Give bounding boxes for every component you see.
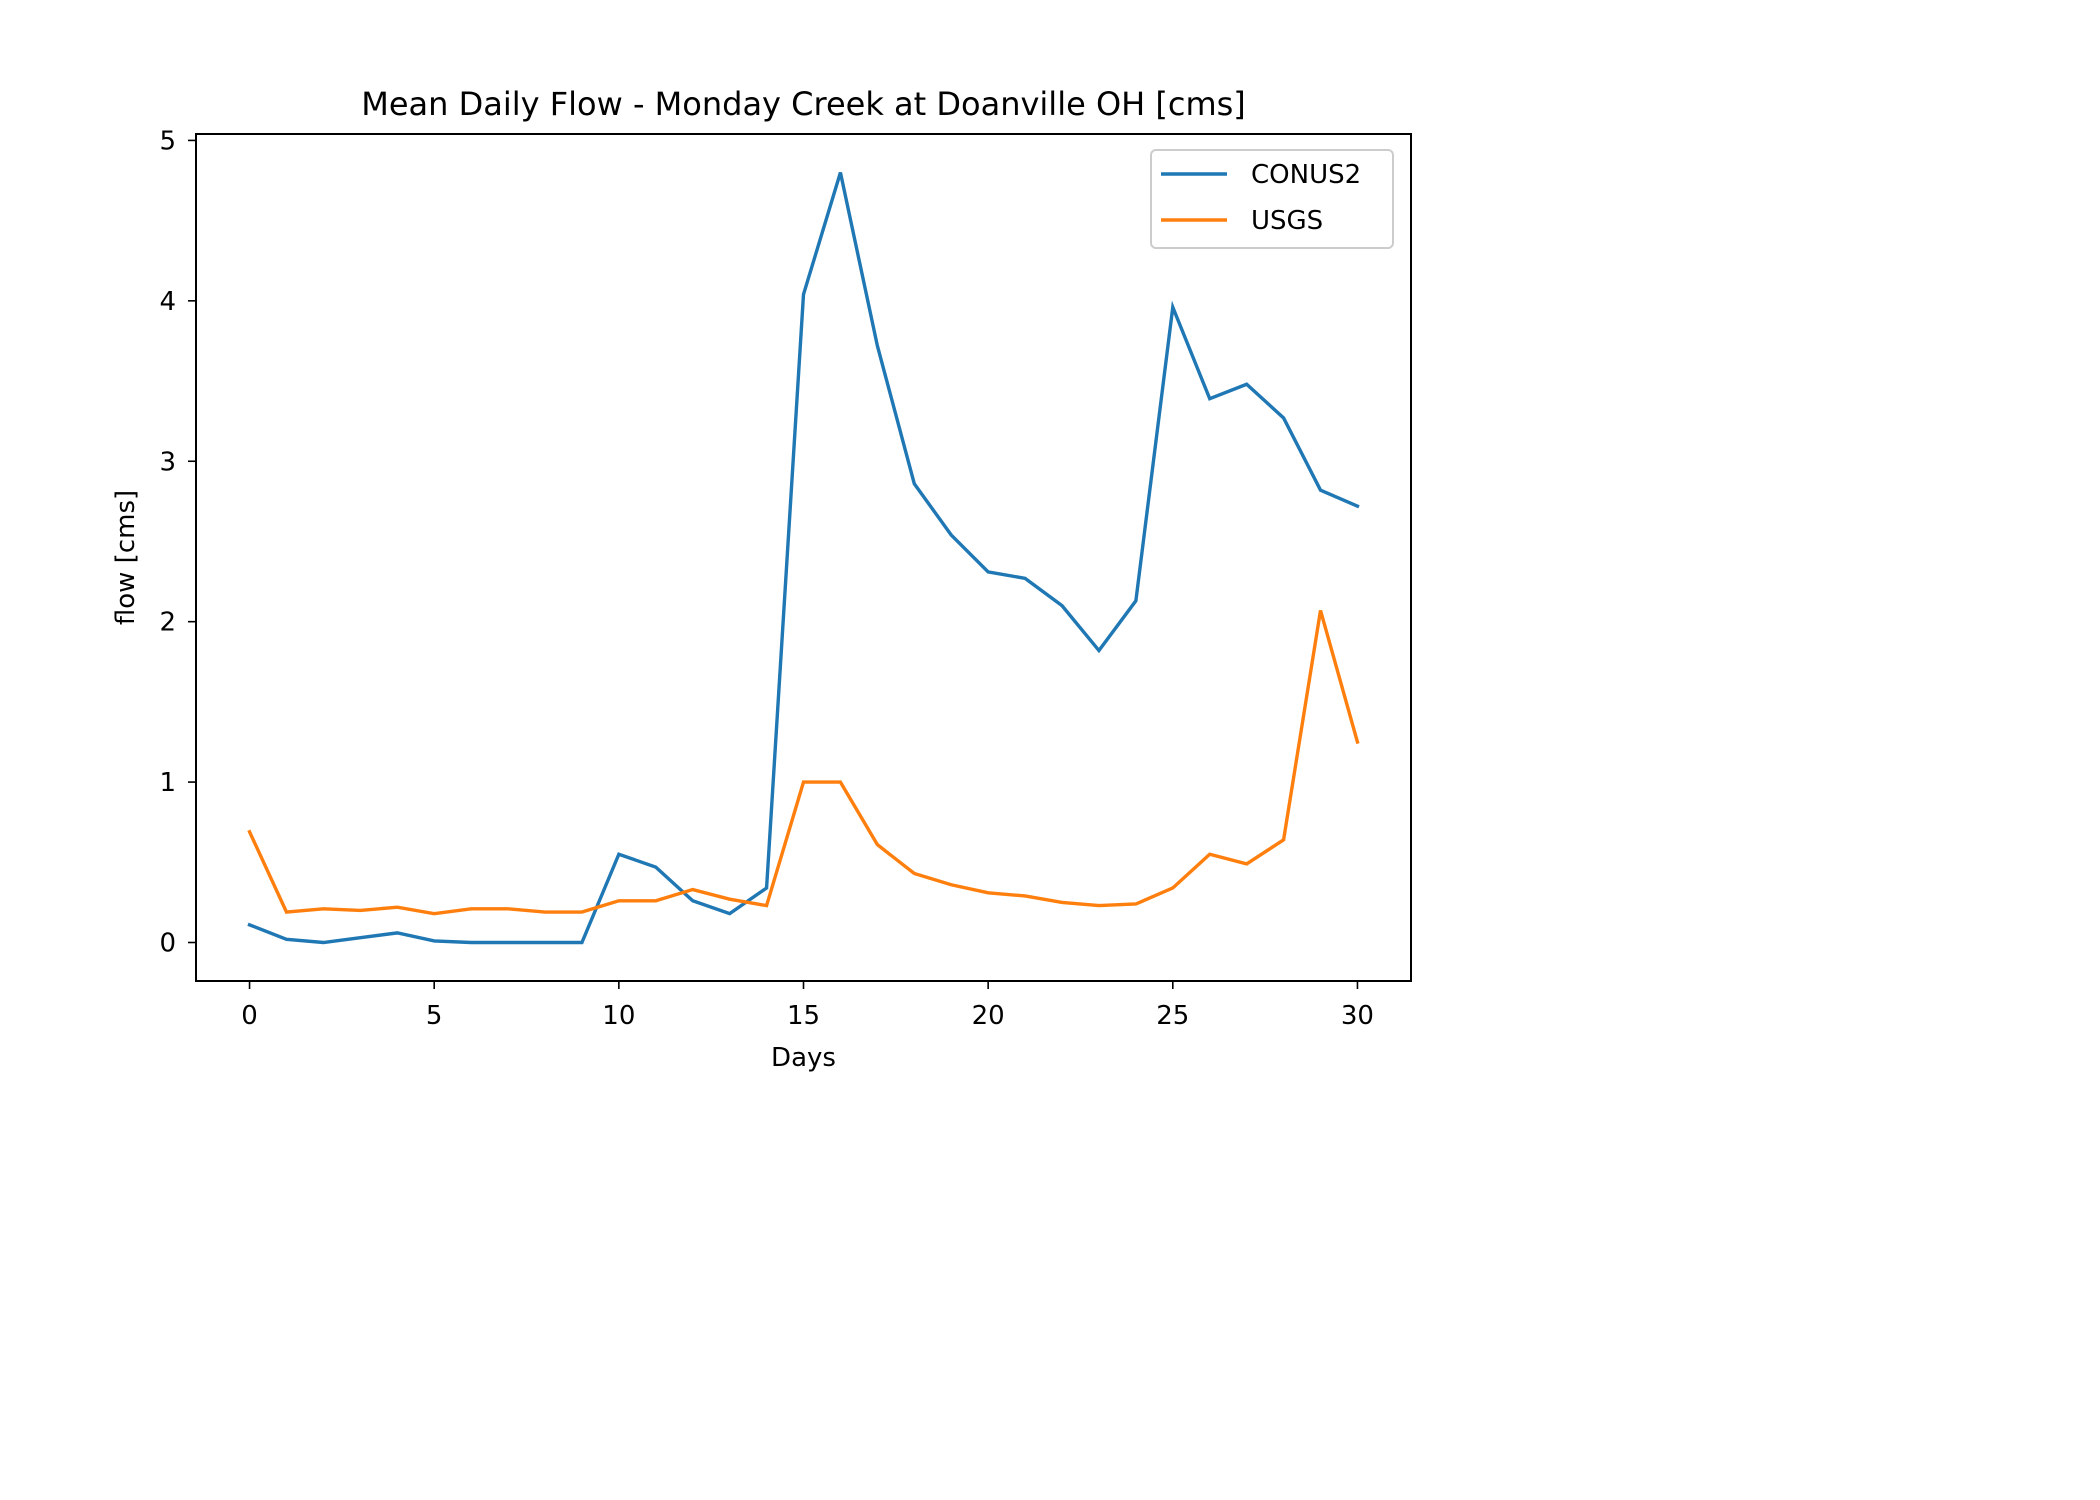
legend-label-usgs: USGS (1251, 206, 1323, 236)
y-axis-ticks: 0 1 2 3 4 5 (159, 126, 196, 959)
chart-title: Mean Daily Flow - Monday Creek at Doanvi… (361, 85, 1246, 123)
x-axis-ticks: 0 5 10 15 20 25 30 (241, 981, 1374, 1031)
x-tick-label: 30 (1341, 1001, 1374, 1031)
legend: CONUS2 USGS (1150, 149, 1394, 249)
x-tick-label: 0 (241, 1001, 258, 1031)
y-tick-label: 1 (159, 768, 176, 798)
y-tick-label: 3 (159, 447, 176, 477)
y-axis-label: flow [cms] (111, 490, 141, 625)
line-chart: Mean Daily Flow - Monday Creek at Doanvi… (111, 85, 1412, 1073)
series-line-conus2 (247, 172, 1360, 945)
y-tick-label: 5 (159, 126, 176, 156)
x-tick-label: 25 (1156, 1001, 1189, 1031)
y-tick-label: 4 (159, 287, 176, 317)
x-tick-label: 5 (426, 1001, 443, 1031)
y-tick-label: 0 (159, 929, 176, 959)
x-tick-label: 20 (972, 1001, 1005, 1031)
series-line-usgs (247, 609, 1360, 916)
x-tick-label: 15 (787, 1001, 820, 1031)
chart-figure: Mean Daily Flow - Monday Creek at Doanvi… (111, 85, 1412, 1073)
legend-label-conus2: CONUS2 (1251, 160, 1361, 190)
series-lines (247, 172, 1360, 945)
x-axis-label: Days (771, 1043, 836, 1073)
x-tick-label: 10 (602, 1001, 635, 1031)
y-tick-label: 2 (159, 608, 176, 638)
plot-frame (195, 133, 1412, 982)
